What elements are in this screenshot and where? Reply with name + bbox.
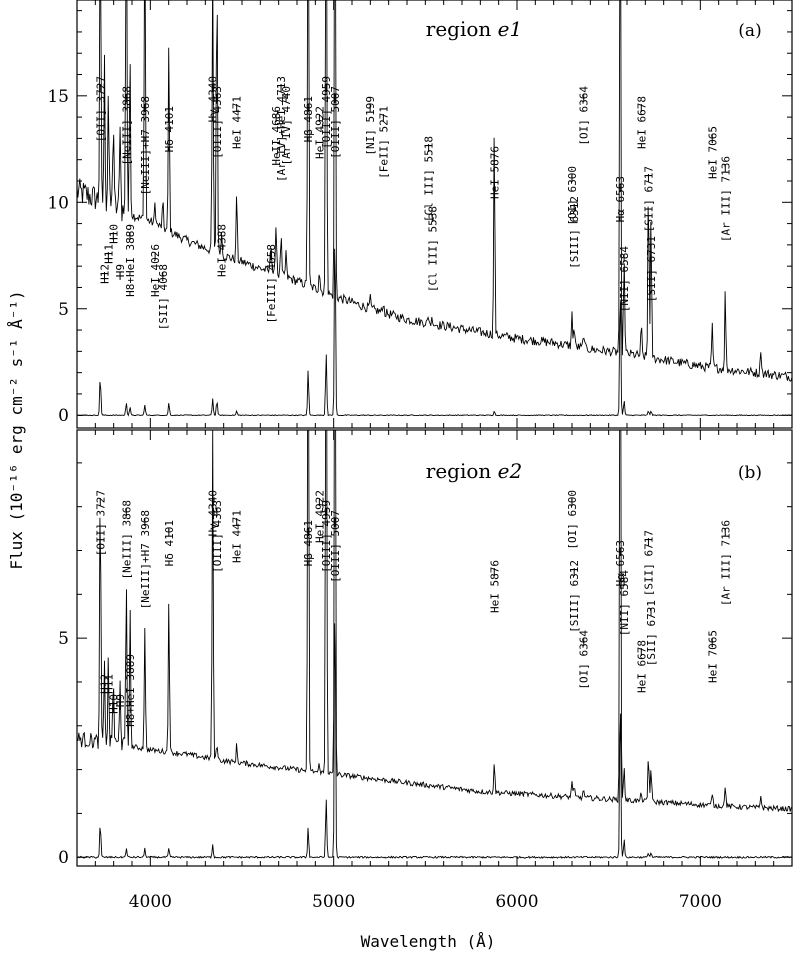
y-tick-label: 15 [47,87,69,107]
line-label: HeI 4922 [313,106,326,159]
line-label: [FeII] 5271 [377,106,390,179]
line-label: [OIII] 4959 [320,500,333,573]
y-tick-label: 0 [58,406,69,426]
line-label: H9 [114,264,127,277]
line-label: Hβ 4861 [302,96,315,142]
line-label: HeI 7065 [706,126,719,179]
line-label: HeI 6678 [635,640,648,693]
line-label: [OIII] 5007 [329,510,342,583]
line-label: Hδ 4101 [163,106,176,152]
line-label: [OIII] 4363 [211,500,224,573]
line-label: [SII] 6717 [642,530,655,596]
panel-title: region e1 [426,17,522,41]
line-label: HeI 7065 [706,630,719,683]
x-tick-label: 6000 [495,892,538,912]
line-label: [Cl III] 5518 [423,136,436,222]
line-label: [NI] 5199 [364,96,377,156]
x-axis-label: Wavelength (Å) [361,932,496,951]
line-label: [OIII] 5007 [329,86,342,159]
line-label: Hγ 4340 [207,490,220,536]
panel-title-region: e2 [498,459,523,483]
line-label: Hα 6563 [614,176,627,222]
observed-spectrum-line [77,0,792,382]
observed-spectrum-line [77,430,792,813]
line-label: [FeIII] 4658 [265,244,278,323]
panel-title-prefix: region [426,459,498,483]
panel-a: 0 5 10 15 region e1 (a) [OII] 3727 [NeIII] 3868… [47,0,793,429]
line-label: [Ar IV]+HeI 4713 [275,76,288,182]
plot-frame [76,429,793,867]
panel-tag: (b) [738,463,762,483]
line-label: [SII] 6717 [642,166,655,232]
line-label: H9 [114,694,127,707]
panel-title-region: e1 [498,17,523,41]
line-label: [Ar IV] 4740 [280,86,293,165]
line-label: HeII 4686 [270,106,283,166]
line-label: HeI 5876 [488,146,501,199]
line-label: [SIII] 6312 [568,196,581,269]
line-label: Hα 6563 [614,540,627,586]
plot-frame [76,0,793,429]
line-label: HeI 4388 [216,224,229,277]
line-label: [OIII] 4363 [211,86,224,159]
line-label: [OI] 6364 [578,630,591,690]
line-label: [Ar III] 7136 [719,520,732,606]
y-tick-label: 0 [58,848,69,868]
line-label: H8+HeI 3889 [124,224,137,297]
line-label: [OII] 3727 [94,490,107,556]
x-tick-label: 4000 [129,892,172,912]
line-label: HeI 5876 [488,560,501,613]
line-label: [NeIII]+H7 3968 [139,96,152,195]
line-label: [Cl III] 5538 [426,206,439,292]
line-label: [SII] 6731 [645,236,658,302]
panel-tag: (a) [738,21,761,41]
line-label: [NeIII] 3868 [120,500,133,579]
y-tick-label: 5 [58,629,69,649]
line-label: HeI 4026 [149,244,162,297]
line-label: [SII] 4068 [157,264,170,330]
x-tick-label: 5000 [312,892,355,912]
line-label: HeI 6678 [635,96,648,149]
line-label: [NeIII]+H7 3968 [139,510,152,609]
line-label: HeI 4922 [313,490,326,543]
line-label: [NII] 6584 [618,246,631,313]
line-label: H8+HeI 3889 [124,654,137,727]
line-label: [OI] 6364 [578,86,591,146]
line-label: [OI] 6300 [566,166,579,226]
line-label: [Ar III] 7136 [719,156,732,242]
line-label: HeI 4471 [231,96,244,149]
comparison-spectrum-line [77,623,792,859]
comparison-spectrum-line [77,248,792,417]
y-tick-label: 10 [47,193,69,213]
panel-title: region e2 [426,459,522,483]
line-label: Hγ 4340 [207,76,220,122]
line-label: [OI] 6300 [566,490,579,550]
line-label: [OII] 3727 [94,76,107,142]
line-label: [NII] 6584 [618,570,631,637]
panel-b: 4000 5000 6000 7000 0 5 region e2 (b) [OII] 3727… [58,429,793,912]
line-label: HeI 4471 [231,510,244,563]
y-tick-label: 5 [58,300,69,320]
y-axis-label: Flux (10⁻¹⁶ erg cm⁻² s⁻¹ Å⁻¹) [7,290,26,569]
panel-title-prefix: region [426,17,498,41]
line-label: Hβ 4861 [302,520,315,566]
line-label: Hδ 4101 [163,520,176,566]
line-label: [NeIII] 3868 [120,86,133,165]
x-tick-label: 7000 [679,892,722,912]
line-label: [SIII] 6312 [568,560,581,633]
line-label: [OIII] 4959 [320,76,333,149]
line-label: [SII] 6731 [645,600,658,666]
